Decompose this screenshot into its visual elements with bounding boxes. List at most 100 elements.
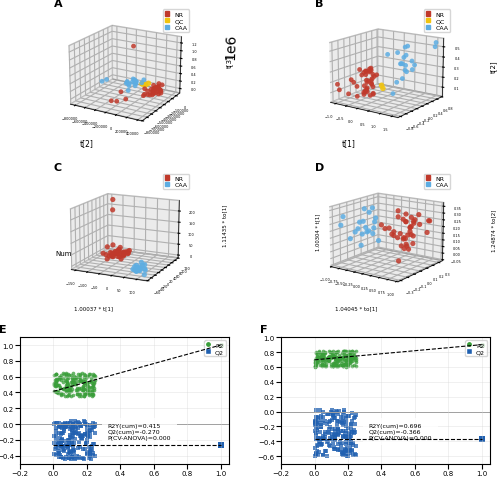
Point bbox=[312, 362, 320, 370]
Point bbox=[54, 389, 62, 397]
Point bbox=[312, 356, 320, 364]
Point bbox=[329, 352, 337, 360]
Point bbox=[345, 433, 353, 441]
Point bbox=[78, 435, 86, 443]
Point bbox=[72, 386, 80, 394]
Point bbox=[76, 390, 84, 398]
Point bbox=[342, 444, 350, 452]
Point bbox=[71, 381, 79, 388]
Point bbox=[332, 436, 340, 444]
Point bbox=[62, 380, 70, 388]
Point bbox=[316, 361, 324, 369]
Point bbox=[79, 386, 87, 394]
Point bbox=[352, 362, 360, 370]
Point bbox=[342, 357, 349, 365]
Point bbox=[77, 434, 85, 442]
Point bbox=[345, 437, 353, 445]
Point bbox=[352, 357, 360, 365]
Point bbox=[90, 429, 98, 437]
Point bbox=[326, 442, 334, 450]
Point bbox=[343, 447, 351, 455]
Point bbox=[55, 419, 63, 427]
Point bbox=[72, 429, 80, 437]
Point bbox=[68, 378, 76, 386]
Point bbox=[58, 435, 66, 443]
Point bbox=[70, 391, 78, 399]
Point bbox=[66, 431, 74, 439]
Point bbox=[312, 449, 320, 457]
Point bbox=[349, 451, 357, 459]
Point bbox=[61, 437, 69, 445]
Point bbox=[340, 361, 348, 368]
Point bbox=[344, 350, 352, 358]
Point bbox=[320, 350, 328, 358]
Point bbox=[312, 429, 320, 437]
Point bbox=[352, 354, 360, 362]
Point bbox=[324, 428, 332, 436]
Point bbox=[75, 386, 83, 393]
Point bbox=[320, 362, 328, 369]
Point bbox=[89, 370, 97, 378]
Point bbox=[86, 433, 94, 441]
Point bbox=[62, 420, 70, 428]
Point bbox=[72, 373, 80, 381]
Point bbox=[80, 392, 88, 400]
Point bbox=[64, 384, 72, 391]
Point bbox=[344, 360, 352, 368]
Point bbox=[340, 350, 348, 358]
Point bbox=[80, 456, 88, 464]
Point bbox=[315, 439, 323, 447]
Point bbox=[346, 442, 354, 450]
Point bbox=[337, 359, 345, 367]
Point bbox=[87, 374, 95, 382]
Point bbox=[341, 429, 349, 437]
Point bbox=[74, 438, 82, 446]
Point bbox=[74, 429, 82, 437]
Point bbox=[67, 423, 75, 430]
Point bbox=[84, 448, 92, 456]
Point bbox=[60, 386, 68, 393]
Point bbox=[74, 377, 82, 385]
Point bbox=[312, 407, 320, 414]
Point bbox=[64, 436, 72, 444]
Point bbox=[79, 432, 87, 440]
Point bbox=[84, 387, 92, 395]
Point bbox=[324, 356, 332, 364]
Point bbox=[352, 442, 360, 450]
Point bbox=[64, 380, 72, 388]
Point bbox=[320, 435, 328, 443]
Point bbox=[330, 409, 338, 417]
Point bbox=[322, 361, 330, 368]
Point bbox=[75, 385, 83, 392]
Point bbox=[346, 446, 354, 454]
Point bbox=[62, 378, 70, 386]
Point bbox=[346, 359, 354, 366]
Point bbox=[336, 354, 344, 362]
Point bbox=[56, 376, 64, 384]
Point bbox=[62, 381, 70, 389]
Point bbox=[62, 372, 70, 380]
Point bbox=[52, 431, 60, 439]
Point bbox=[326, 354, 334, 362]
Point bbox=[52, 370, 60, 378]
Point bbox=[81, 377, 89, 385]
Point bbox=[341, 357, 349, 365]
Point bbox=[340, 347, 348, 355]
Point bbox=[58, 372, 66, 380]
Point bbox=[58, 454, 66, 462]
Point bbox=[52, 427, 60, 435]
Point bbox=[342, 351, 349, 359]
Point bbox=[330, 353, 338, 361]
Point bbox=[334, 351, 342, 359]
Point bbox=[348, 354, 356, 362]
Point bbox=[59, 369, 67, 377]
Point bbox=[74, 430, 82, 438]
Point bbox=[52, 443, 60, 450]
Point bbox=[91, 452, 99, 460]
Point bbox=[348, 417, 356, 425]
Point bbox=[349, 355, 357, 363]
Point bbox=[323, 452, 331, 460]
Point bbox=[348, 357, 356, 365]
Point bbox=[50, 381, 58, 388]
Point bbox=[318, 440, 326, 447]
